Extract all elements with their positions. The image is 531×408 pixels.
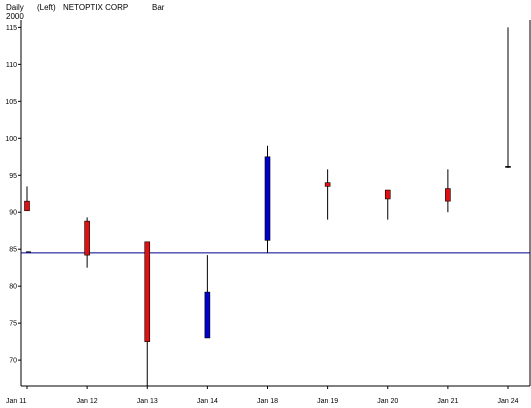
x-tick-label: Jan 19 — [317, 398, 338, 405]
candle — [144, 241, 151, 386]
candle — [264, 145, 271, 253]
y-tick-label: 90 — [9, 210, 17, 217]
x-tick-label: Jan 21 — [437, 398, 458, 405]
plot-frame — [20, 20, 531, 387]
candle-body — [384, 189, 391, 200]
candle — [324, 169, 331, 220]
header-symbol: NETOPTIX CORP — [63, 3, 128, 12]
header-period: Daily — [6, 3, 24, 12]
header-year: 2000 — [6, 12, 24, 21]
y-tick-label: 85 — [9, 247, 17, 254]
y-axis: 70 75 80 85 90 95 100 105 110 115 — [5, 25, 21, 365]
candle — [84, 217, 90, 268]
header-side: (Left) — [37, 3, 56, 12]
x-tick-label: Jan 14 — [197, 398, 218, 405]
x-axis: Jan 11 Jan 12 Jan 13 Jan 14 Jan 18 Jan 19 Jan … — [6, 386, 519, 405]
x-tick-label: Jan 20 — [377, 398, 398, 405]
header-style: Bar — [152, 3, 165, 12]
y-tick-label: 80 — [9, 284, 17, 291]
y-tick-label: 75 — [9, 321, 17, 328]
candles — [24, 27, 511, 386]
candle — [204, 255, 211, 339]
x-tick-label: Jan 12 — [77, 398, 98, 405]
candle-body — [445, 188, 451, 202]
y-tick-label: 115 — [6, 25, 17, 32]
candle-body — [84, 220, 90, 256]
y-tick-label: 70 — [9, 358, 17, 365]
x-tick-label: Jan 18 — [257, 398, 278, 405]
candle — [24, 186, 30, 212]
reference-line-group — [21, 251, 530, 254]
y-tick-label: 105 — [5, 99, 17, 106]
y-tick-label: 110 — [6, 62, 17, 69]
candle — [445, 169, 451, 213]
x-tick-label: Jan 11 — [6, 398, 27, 405]
candle-body — [144, 241, 151, 342]
candle-body — [24, 200, 30, 212]
y-tick-label: 100 — [5, 136, 17, 143]
x-tick-label: Jan 13 — [137, 398, 158, 405]
candle — [384, 189, 391, 220]
candle-body — [264, 156, 271, 241]
x-tick-label: Jan 24 — [497, 398, 518, 405]
candle-body — [204, 291, 211, 339]
candle-body — [324, 182, 331, 187]
candle — [505, 27, 511, 168]
y-tick-label: 95 — [9, 173, 17, 180]
candle-body — [505, 166, 511, 168]
